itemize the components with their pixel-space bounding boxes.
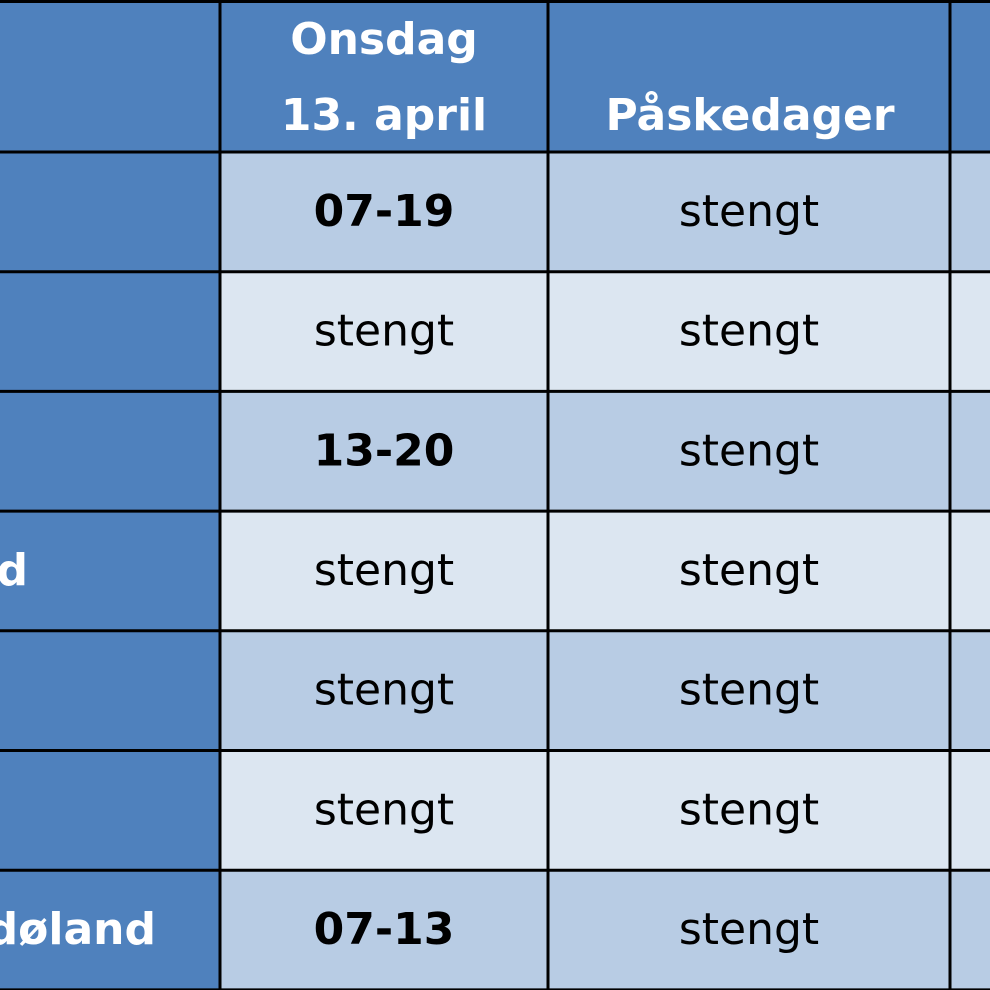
row-label-cell [0,511,220,631]
cell-text: stengt [314,784,454,835]
cell-text: stengt [679,784,819,835]
cell-text: stengt [314,306,454,357]
cell-background [950,750,990,871]
cell-background [950,511,990,631]
cell-text: stengt [314,665,454,716]
cell-text: 07-19 [314,186,455,237]
cell-text: 07-13 [314,904,455,955]
cell-background [548,750,950,871]
header-text: Onsdag [290,14,478,65]
cell-text: stengt [314,545,454,596]
cell-text: stengt [679,425,819,476]
header-background [0,0,990,152]
cell-text: stengt [679,306,819,357]
cell-background [548,271,950,392]
cell-background [220,870,548,990]
row-label-cell [0,870,220,990]
cell-background [950,271,990,392]
header-text: 13. april [281,90,487,141]
header-text: Påskedager [605,90,894,141]
row-label: døland [0,904,156,955]
cell-text: stengt [679,545,819,596]
cell-background [950,630,990,751]
row-label-cell [0,271,220,392]
cell-background [548,511,950,631]
cell-text: 13-20 [314,425,455,476]
cell-text: stengt [679,186,819,237]
cell-background [950,870,990,990]
row-label-cell [0,391,220,512]
cell-background [548,870,950,990]
cell-background [220,271,548,392]
cell-background [220,391,548,512]
cell-background [950,152,990,272]
cell-background [950,391,990,512]
cell-background [548,152,950,272]
cell-background [220,511,548,631]
cell-background [220,152,548,272]
cell-background [548,391,950,512]
row-label: d [0,545,28,596]
cell-background [220,750,548,871]
cell-background [220,630,548,751]
cell-text: stengt [679,904,819,955]
cell-text: stengt [679,665,819,716]
row-label-cell [0,630,220,751]
row-label-cell [0,152,220,272]
row-label-cell [0,750,220,871]
cell-background [548,630,950,751]
